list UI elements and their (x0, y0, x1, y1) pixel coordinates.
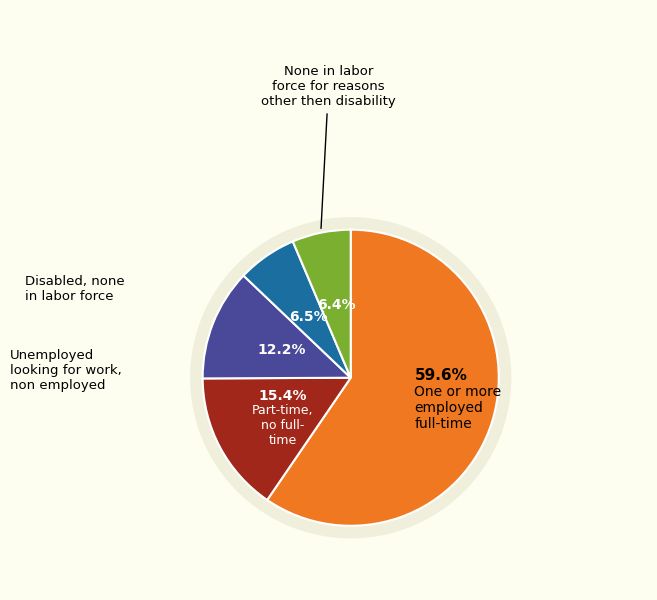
Wedge shape (293, 230, 351, 378)
Text: 12.2%: 12.2% (258, 343, 306, 358)
Wedge shape (244, 241, 351, 378)
Text: Part-time,
no full-
time: Part-time, no full- time (252, 404, 313, 447)
Wedge shape (202, 378, 351, 500)
Text: None in labor
force for reasons
other then disability: None in labor force for reasons other th… (261, 65, 396, 229)
Wedge shape (267, 230, 499, 526)
Text: Unemployed
looking for work,
non employed: Unemployed looking for work, non employe… (10, 349, 122, 392)
Circle shape (191, 218, 510, 538)
Text: 6.5%: 6.5% (289, 310, 328, 324)
Text: One or more
employed
full-time: One or more employed full-time (415, 385, 501, 431)
Text: 59.6%: 59.6% (415, 368, 467, 383)
Wedge shape (202, 275, 351, 379)
Text: 6.4%: 6.4% (317, 298, 355, 312)
Text: 15.4%: 15.4% (258, 389, 307, 403)
Text: Disabled, none
in labor force: Disabled, none in labor force (25, 275, 125, 303)
